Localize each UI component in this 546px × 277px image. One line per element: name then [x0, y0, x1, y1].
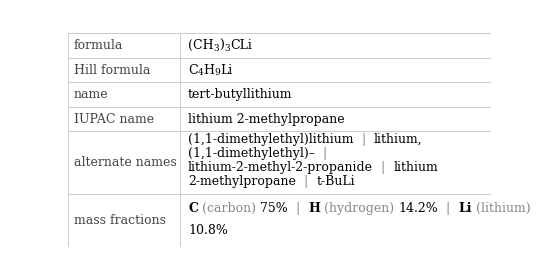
Text: mass fractions: mass fractions: [74, 214, 166, 227]
Text: (carbon): (carbon): [198, 202, 260, 216]
Text: 10.8%: 10.8%: [188, 224, 228, 237]
Text: lithium-2-methyl-2-propanide: lithium-2-methyl-2-propanide: [188, 161, 373, 174]
Text: (1,1-dimethylethyl)–: (1,1-dimethylethyl)–: [188, 147, 315, 160]
Text: 4: 4: [198, 68, 203, 77]
Text: 9: 9: [215, 68, 220, 77]
Text: (hydrogen): (hydrogen): [320, 202, 398, 216]
Text: 3: 3: [213, 44, 219, 53]
Text: Li: Li: [458, 202, 472, 216]
Text: |: |: [288, 202, 308, 216]
Text: |: |: [353, 133, 374, 146]
Text: H: H: [308, 202, 320, 216]
Text: alternate names: alternate names: [74, 156, 176, 169]
Text: (1,1-dimethylethyl)lithium: (1,1-dimethylethyl)lithium: [188, 133, 353, 146]
Text: Hill formula: Hill formula: [74, 63, 150, 76]
Text: lithium: lithium: [393, 161, 438, 174]
Text: C: C: [188, 63, 198, 76]
Text: lithium,: lithium,: [374, 133, 423, 146]
Text: CLi: CLi: [230, 39, 252, 52]
Text: |: |: [438, 202, 458, 216]
Text: 75%: 75%: [260, 202, 288, 216]
Text: (CH: (CH: [188, 39, 213, 52]
Text: 14.2%: 14.2%: [398, 202, 438, 216]
Text: (lithium): (lithium): [472, 202, 530, 216]
Text: IUPAC name: IUPAC name: [74, 112, 154, 125]
Text: |: |: [296, 175, 316, 188]
Text: 3: 3: [224, 44, 230, 53]
Text: ): ): [219, 39, 224, 52]
Text: formula: formula: [74, 39, 123, 52]
Text: Li: Li: [220, 63, 233, 76]
Text: lithium 2-methylpropane: lithium 2-methylpropane: [188, 112, 345, 125]
Text: 2-methylpropane: 2-methylpropane: [188, 175, 296, 188]
Text: tert-butyllithium: tert-butyllithium: [188, 88, 293, 101]
Text: name: name: [74, 88, 108, 101]
Text: H: H: [203, 63, 215, 76]
Text: C: C: [188, 202, 198, 216]
Text: t-BuLi: t-BuLi: [316, 175, 355, 188]
Text: |: |: [373, 161, 393, 174]
Text: |: |: [315, 147, 335, 160]
